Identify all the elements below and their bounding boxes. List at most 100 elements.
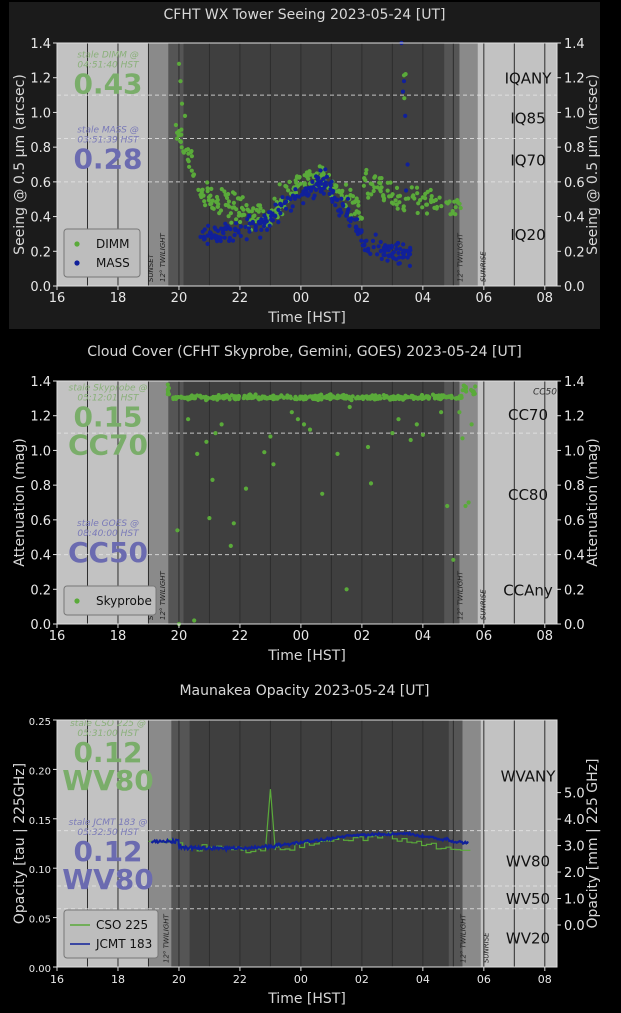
data-point-dimm <box>277 182 282 187</box>
data-point-mass <box>315 182 321 188</box>
y-tick-label: 0.8 <box>30 479 51 494</box>
category-label: WVANY <box>501 767 557 785</box>
data-point-dimm <box>423 196 428 201</box>
data-point-dimm <box>339 193 344 198</box>
data-point-skyprobe <box>203 394 208 399</box>
y-tick-label: 1.0 <box>30 444 51 459</box>
y-right-tick-label: 1.0 <box>564 106 585 121</box>
data-point-mass <box>378 239 383 245</box>
y-right-tick-label: 0.0 <box>564 280 585 295</box>
data-point-skyprobe <box>307 427 313 432</box>
y-tick-label: 1.4 <box>30 37 51 52</box>
y-tick-label: 1.4 <box>30 375 51 390</box>
data-point-dimm <box>365 191 370 196</box>
data-point-mass <box>389 243 394 248</box>
data-point-dimm <box>372 185 377 190</box>
data-point-dimm <box>352 200 357 205</box>
data-point-skyprobe <box>432 396 437 401</box>
x-axis-label: Time [HST] <box>267 310 346 326</box>
data-point-mass <box>347 223 352 228</box>
data-point-dimm <box>239 205 245 210</box>
data-point-dimm <box>176 133 181 138</box>
data-point-mass <box>303 186 308 191</box>
y-tick-label: 0.6 <box>30 514 51 529</box>
data-point-dimm <box>238 197 243 202</box>
data-point-skyprobe <box>213 431 218 436</box>
data-point-mass <box>401 79 407 84</box>
data-point-mass <box>405 162 410 167</box>
legend-swatch-1 <box>74 260 80 266</box>
data-point-dimm <box>205 180 210 185</box>
axes-frame <box>56 719 558 968</box>
data-point-skyprobe <box>469 387 474 393</box>
data-point-dimm <box>225 203 230 208</box>
data-point-mass <box>315 177 320 182</box>
data-point-mass <box>375 252 380 257</box>
data-point-mass <box>336 208 341 213</box>
data-point-mass <box>359 238 364 243</box>
data-point-mass <box>279 203 284 208</box>
data-point-mass <box>212 233 217 238</box>
data-point-dimm <box>307 169 312 174</box>
data-point-mass <box>313 187 319 192</box>
data-point-skyprobe <box>269 395 274 400</box>
data-point-mass <box>293 187 298 192</box>
dark-night-region <box>183 43 445 286</box>
data-point-mass <box>398 246 403 252</box>
data-point-mass <box>208 231 213 236</box>
stale-category: WV80 <box>62 764 154 797</box>
data-series <box>148 789 471 854</box>
data-point-dimm <box>182 113 188 118</box>
data-point-mass <box>280 195 285 200</box>
data-point-dimm <box>222 189 227 194</box>
stale-value: 0.28 <box>73 142 142 175</box>
data-point-mass <box>273 202 278 207</box>
category-label: IQ85 <box>510 110 545 128</box>
data-point-mass <box>270 211 275 216</box>
y-right-axis-label: Seeing @ 0.5 μm (arcsec) <box>585 74 601 255</box>
y-axis-label: Opacity [tau | 225GHz] <box>12 763 28 924</box>
data-point-dimm <box>432 205 437 210</box>
data-point-dimm <box>429 194 434 199</box>
data-point-mass <box>330 190 335 195</box>
data-point-mass <box>208 234 213 239</box>
y-tick-label: 0.05 <box>29 915 51 926</box>
data-point-dimm <box>409 185 414 190</box>
data-point-dimm <box>356 199 361 204</box>
category-label: WV80 <box>506 852 550 870</box>
data-point-dimm <box>439 204 444 209</box>
y-right-tick-label: 0.2 <box>564 245 585 260</box>
stale-time: 05:12:01 HST <box>77 393 140 403</box>
plot-background <box>57 43 557 286</box>
data-point-dimm <box>356 203 361 208</box>
data-point-skyprobe <box>231 521 236 526</box>
data-point-skyprobe <box>439 410 444 415</box>
y-tick-label: 0.15 <box>29 816 51 827</box>
data-point-mass <box>345 209 350 214</box>
data-point-skyprobe <box>247 392 252 398</box>
y-tick-label: 1.0 <box>30 106 51 121</box>
data-point-mass <box>306 192 311 197</box>
y-tick-label: 0.2 <box>30 583 51 598</box>
data-point-dimm <box>368 181 373 186</box>
data-point-mass <box>283 206 289 211</box>
data-point-mass <box>360 243 365 248</box>
data-point-mass <box>259 227 264 232</box>
data-point-mass <box>269 217 274 222</box>
data-point-dimm <box>286 188 291 193</box>
data-point-dimm <box>176 61 182 66</box>
stale-note: stale Skyprobe @ <box>69 383 148 393</box>
data-point-skyprobe <box>390 431 395 436</box>
data-point-mass <box>397 255 402 260</box>
legend-swatch-0 <box>74 241 80 247</box>
data-series <box>165 382 478 627</box>
data-point-mass <box>263 216 268 221</box>
data-point-dimm <box>416 201 421 206</box>
data-point-dimm <box>453 205 458 210</box>
y-tick-label: 0.6 <box>30 176 51 191</box>
stale-note: stale GOES @ <box>77 519 139 529</box>
x-tick-label: 06 <box>476 291 493 306</box>
data-point-dimm <box>234 207 239 212</box>
data-point-dimm <box>414 185 420 190</box>
y-right-tick-label: 0.4 <box>564 211 585 226</box>
